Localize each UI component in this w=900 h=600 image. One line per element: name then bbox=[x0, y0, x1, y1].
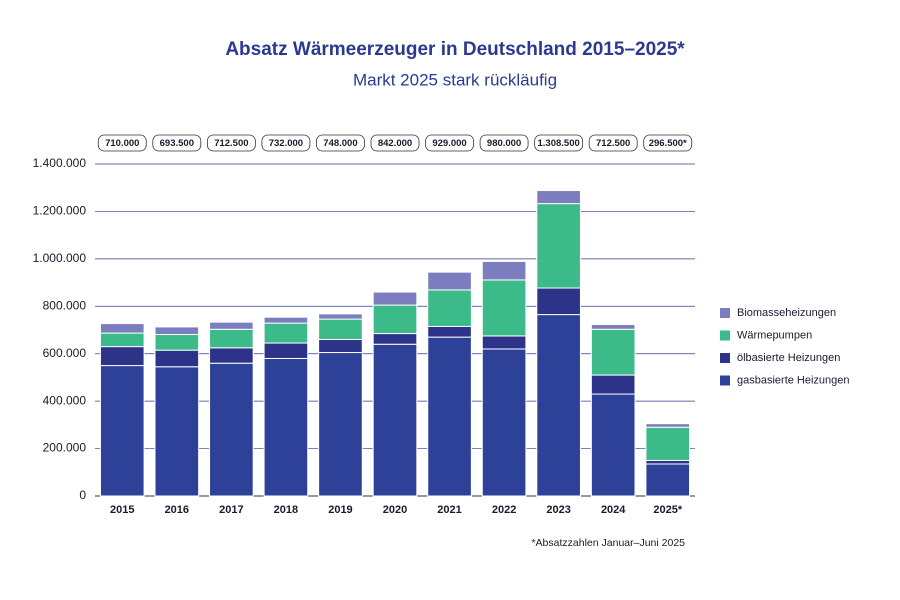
total-box bbox=[152, 134, 202, 152]
bar-segment bbox=[645, 463, 691, 497]
total-label: 980.000 bbox=[487, 138, 521, 149]
bar-segment bbox=[99, 346, 145, 367]
x-tick-label: 2019 bbox=[328, 504, 352, 516]
bar-segment bbox=[154, 326, 200, 336]
total-box bbox=[261, 134, 311, 152]
bar-segment bbox=[318, 352, 363, 497]
bar-segment bbox=[372, 291, 418, 306]
bar-segment bbox=[645, 423, 691, 428]
bar-segment bbox=[209, 347, 254, 364]
bar-segment bbox=[318, 313, 363, 320]
bar-segment bbox=[536, 203, 581, 289]
bar-segment bbox=[263, 342, 309, 359]
x-tick-label: 2025* bbox=[653, 504, 682, 516]
bar-segment bbox=[645, 426, 691, 461]
y-tick-label: 0 bbox=[79, 488, 86, 502]
bar-segment bbox=[372, 304, 418, 335]
total-label: 296.500* bbox=[649, 138, 687, 149]
legend-label: gasbasierte Heizungen bbox=[737, 374, 850, 386]
legend-label: ölbasierte Heizungen bbox=[737, 352, 840, 364]
bar-segment bbox=[645, 459, 691, 465]
bar-segment bbox=[263, 322, 309, 344]
bar-segment bbox=[318, 318, 363, 340]
x-tick-label: 2016 bbox=[165, 504, 189, 516]
total-box bbox=[370, 134, 420, 152]
y-tick-label: 800.000 bbox=[43, 298, 87, 312]
bar-segment bbox=[590, 328, 636, 376]
x-tick-label: 2023 bbox=[546, 504, 570, 516]
bar-segment bbox=[372, 343, 418, 497]
x-tick-label: 2021 bbox=[437, 504, 461, 516]
y-tick-label: 1.200.000 bbox=[33, 204, 87, 218]
total-box bbox=[97, 134, 147, 152]
total-box bbox=[316, 134, 365, 152]
total-label: 1.308.500 bbox=[538, 138, 580, 149]
legend-swatch bbox=[720, 308, 730, 318]
total-label: 732.000 bbox=[269, 138, 303, 149]
total-label: 693.500 bbox=[160, 138, 194, 149]
bar-segment bbox=[99, 365, 145, 497]
bar-segment bbox=[99, 332, 145, 348]
bar-segment bbox=[427, 336, 472, 497]
bar-segment bbox=[427, 325, 472, 338]
y-tick-label: 1.000.000 bbox=[33, 251, 87, 265]
y-tick-label: 1.400.000 bbox=[33, 156, 87, 170]
x-tick-label: 2015 bbox=[110, 504, 134, 516]
x-tick-label: 2024 bbox=[601, 504, 626, 516]
bar-segment bbox=[263, 357, 309, 497]
bar-segment bbox=[427, 271, 472, 291]
bar-segment bbox=[318, 338, 363, 354]
chart-title: Absatz Wärmeerzeuger in Deutschland 2015… bbox=[225, 39, 685, 60]
bar-segment bbox=[536, 314, 581, 497]
total-box bbox=[425, 134, 474, 152]
bar-segment bbox=[481, 335, 527, 350]
total-box bbox=[206, 134, 256, 152]
bar-segment bbox=[590, 324, 636, 330]
total-label: 842.000 bbox=[378, 138, 412, 149]
legend-swatch bbox=[720, 330, 730, 341]
bar-segment bbox=[427, 289, 472, 327]
x-tick-label: 2018 bbox=[274, 504, 298, 516]
total-box bbox=[534, 134, 584, 152]
bar-segment bbox=[209, 321, 254, 330]
y-tick-label: 200.000 bbox=[43, 441, 87, 455]
total-label: 748.000 bbox=[323, 138, 357, 149]
bar-segment bbox=[154, 334, 200, 351]
total-label: 710.000 bbox=[105, 138, 139, 149]
bar-segment bbox=[154, 366, 200, 497]
bar-segment bbox=[263, 316, 309, 324]
bar-segment bbox=[590, 374, 636, 395]
bar-segment bbox=[209, 362, 254, 497]
chart-subtitle: Markt 2025 stark rückläufig bbox=[353, 70, 557, 89]
y-tick-label: 400.000 bbox=[43, 393, 87, 407]
legend-label: Biomasseheizungen bbox=[737, 307, 836, 319]
bar-segment bbox=[99, 323, 145, 334]
x-tick-label: 2017 bbox=[219, 504, 243, 516]
legend-swatch bbox=[720, 375, 730, 386]
bar-segment bbox=[372, 333, 418, 345]
total-label: 929.000 bbox=[432, 138, 466, 149]
bar-segment bbox=[481, 279, 527, 337]
bar-segment bbox=[481, 348, 527, 497]
bar-segment bbox=[590, 393, 636, 497]
legend-swatch bbox=[720, 353, 730, 363]
total-box bbox=[588, 134, 638, 152]
legend-label: Wärmepumpen bbox=[737, 329, 812, 341]
bar-segment bbox=[154, 349, 200, 368]
total-box bbox=[643, 134, 693, 152]
bar-segment bbox=[536, 287, 581, 316]
bar-segment bbox=[536, 190, 581, 205]
bar-segment bbox=[209, 328, 254, 349]
x-tick-label: 2022 bbox=[492, 504, 516, 516]
total-label: 712.500 bbox=[214, 138, 248, 149]
x-tick-label: 2020 bbox=[383, 504, 407, 516]
total-box bbox=[479, 134, 529, 152]
footnote: *Absatzzahlen Januar–Juni 2025 bbox=[531, 537, 685, 549]
y-tick-label: 600.000 bbox=[43, 346, 87, 360]
bar-segment bbox=[481, 260, 527, 281]
total-label: 712.500 bbox=[596, 138, 630, 149]
